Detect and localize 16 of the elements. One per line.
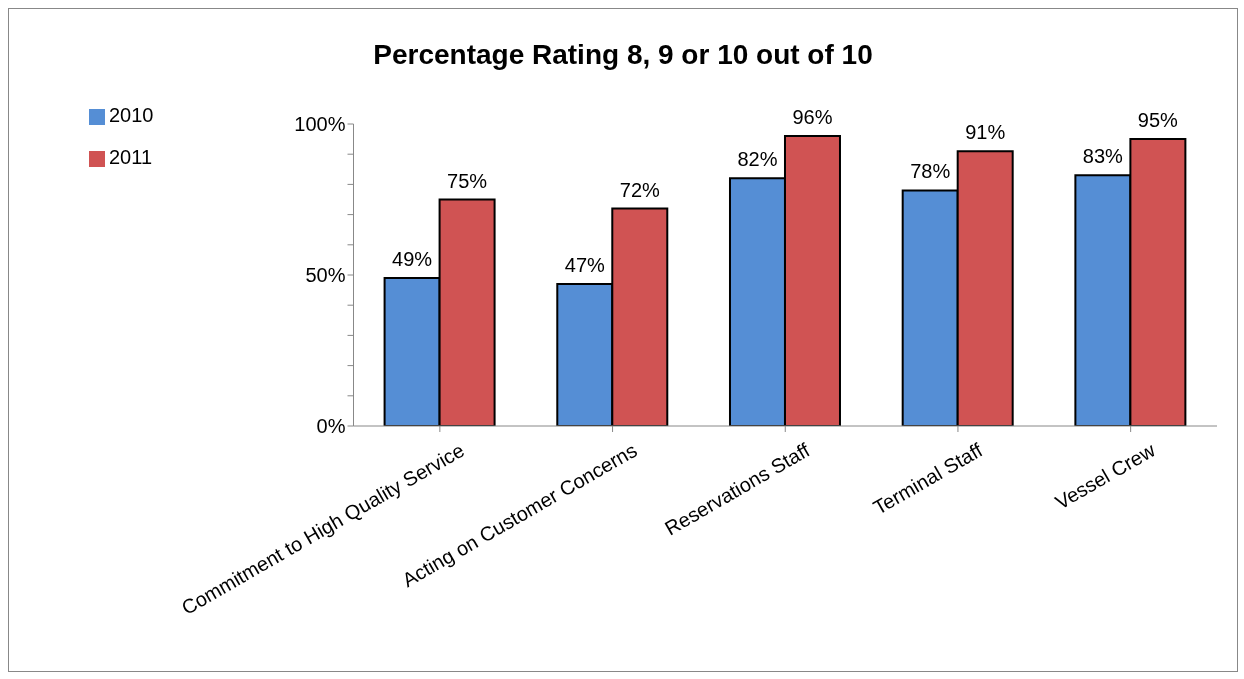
data-label: 72%	[619, 178, 661, 201]
data-label: 91%	[965, 121, 1006, 144]
data-label: 49%	[392, 248, 433, 271]
legend-label: 2011	[109, 146, 153, 168]
data-label: 47%	[564, 254, 606, 277]
data-label: 83%	[1082, 145, 1124, 168]
chart-title: Percentage Rating 8, 9 or 10 out of 10	[372, 39, 874, 71]
y-tick-label: 100%	[294, 113, 346, 136]
data-label: 95%	[1137, 109, 1179, 132]
y-tick-label: 50%	[305, 264, 346, 287]
data-label: 78%	[910, 160, 951, 183]
legend-label: 2010	[109, 104, 154, 126]
data-label: 96%	[792, 106, 833, 129]
y-tick-label: 0%	[316, 415, 346, 438]
data-label: 75%	[447, 169, 488, 192]
data-label: 82%	[737, 148, 778, 171]
